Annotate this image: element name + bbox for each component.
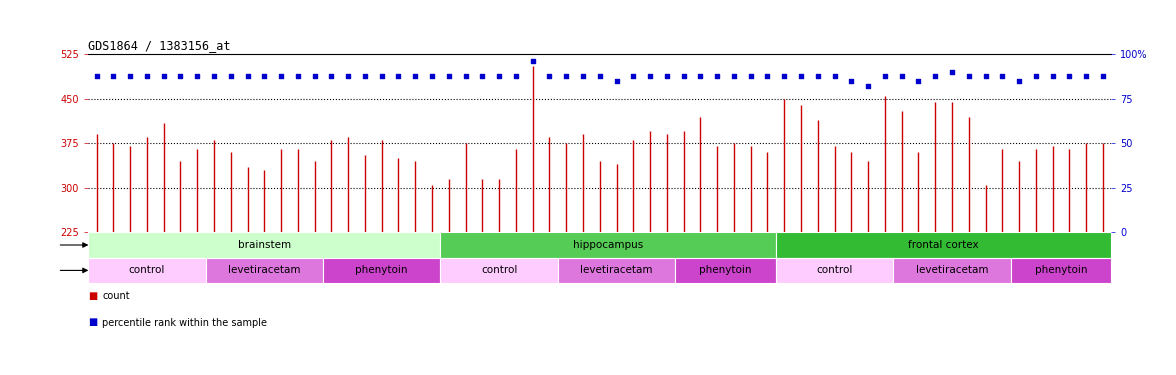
Point bbox=[373, 73, 392, 79]
Point bbox=[960, 73, 978, 79]
Point bbox=[993, 73, 1011, 79]
Bar bbox=[776, 232, 1111, 258]
Point bbox=[306, 73, 325, 79]
Point bbox=[1077, 73, 1096, 79]
Point bbox=[121, 73, 140, 79]
Point bbox=[556, 73, 575, 79]
Point bbox=[456, 73, 475, 79]
Point bbox=[893, 73, 911, 79]
Point bbox=[288, 73, 307, 79]
Text: frontal cortex: frontal cortex bbox=[908, 240, 978, 250]
Point bbox=[389, 73, 408, 79]
Text: phenytoin: phenytoin bbox=[1035, 266, 1088, 275]
Point bbox=[1060, 73, 1078, 79]
Point bbox=[641, 73, 660, 79]
Point bbox=[926, 73, 944, 79]
Text: control: control bbox=[128, 266, 165, 275]
Bar bbox=[894, 258, 1010, 283]
Point bbox=[221, 73, 240, 79]
Point bbox=[406, 73, 425, 79]
Text: ■: ■ bbox=[88, 291, 98, 301]
Point bbox=[826, 73, 844, 79]
Point bbox=[590, 73, 609, 79]
Point bbox=[272, 73, 290, 79]
Point bbox=[205, 73, 223, 79]
Point bbox=[574, 73, 593, 79]
Point bbox=[808, 73, 827, 79]
Point bbox=[188, 73, 207, 79]
Point bbox=[1010, 78, 1029, 84]
Text: levetiracetam: levetiracetam bbox=[916, 266, 988, 275]
Point bbox=[607, 78, 626, 84]
Bar bbox=[776, 258, 894, 283]
Point bbox=[708, 73, 727, 79]
Bar bbox=[323, 258, 441, 283]
Text: percentile rank within the sample: percentile rank within the sample bbox=[102, 318, 267, 327]
Point bbox=[440, 73, 459, 79]
Point bbox=[943, 69, 962, 75]
Point bbox=[154, 73, 173, 79]
Bar bbox=[88, 258, 206, 283]
Point bbox=[759, 73, 777, 79]
Point bbox=[489, 73, 508, 79]
Text: phenytoin: phenytoin bbox=[355, 266, 408, 275]
Point bbox=[103, 73, 122, 79]
Text: control: control bbox=[816, 266, 853, 275]
Text: phenytoin: phenytoin bbox=[700, 266, 751, 275]
Point bbox=[976, 73, 995, 79]
Point bbox=[422, 73, 441, 79]
Point bbox=[540, 73, 559, 79]
Point bbox=[691, 73, 710, 79]
Text: GDS1864 / 1383156_at: GDS1864 / 1383156_at bbox=[88, 39, 230, 52]
Point bbox=[1027, 73, 1045, 79]
Point bbox=[523, 58, 542, 64]
Point bbox=[87, 73, 106, 79]
Point bbox=[1043, 73, 1062, 79]
Point bbox=[1094, 73, 1112, 79]
Text: ■: ■ bbox=[88, 318, 98, 327]
Point bbox=[791, 73, 810, 79]
Point bbox=[138, 73, 156, 79]
Point bbox=[238, 73, 256, 79]
Point bbox=[171, 73, 189, 79]
Text: hippocampus: hippocampus bbox=[573, 240, 643, 250]
Point bbox=[724, 73, 743, 79]
Point bbox=[507, 73, 526, 79]
Bar bbox=[441, 232, 776, 258]
Bar bbox=[441, 258, 557, 283]
Point bbox=[741, 73, 760, 79]
Point bbox=[624, 73, 643, 79]
Point bbox=[255, 73, 274, 79]
Bar bbox=[1010, 258, 1111, 283]
Text: count: count bbox=[102, 291, 129, 301]
Bar bbox=[675, 258, 776, 283]
Point bbox=[775, 73, 794, 79]
Point bbox=[355, 73, 374, 79]
Point bbox=[657, 73, 676, 79]
Text: brainstem: brainstem bbox=[238, 240, 290, 250]
Point bbox=[473, 73, 492, 79]
Point bbox=[875, 73, 894, 79]
Point bbox=[674, 73, 693, 79]
Text: control: control bbox=[481, 266, 517, 275]
Point bbox=[858, 83, 877, 89]
Bar bbox=[88, 232, 441, 258]
Point bbox=[842, 78, 861, 84]
Bar bbox=[206, 258, 323, 283]
Text: levetiracetam: levetiracetam bbox=[580, 266, 653, 275]
Point bbox=[909, 78, 928, 84]
Text: levetiracetam: levetiracetam bbox=[228, 266, 301, 275]
Point bbox=[322, 73, 341, 79]
Bar bbox=[557, 258, 675, 283]
Point bbox=[339, 73, 358, 79]
